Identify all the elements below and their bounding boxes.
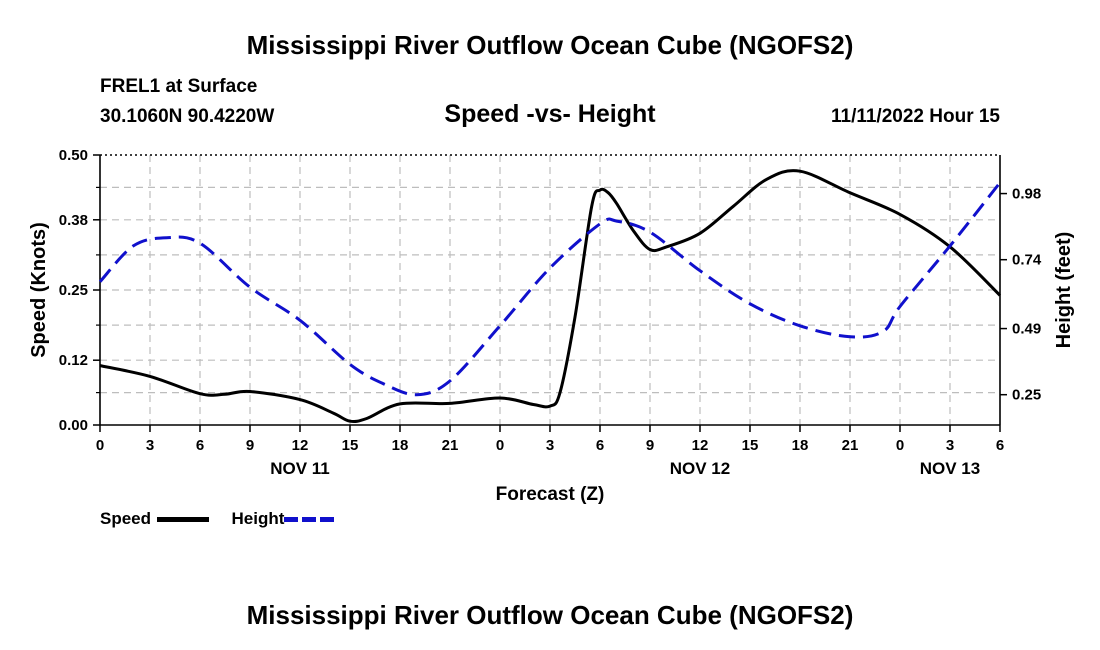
- legend-height-label: Height: [231, 509, 285, 528]
- x-tick-label: 9: [246, 437, 254, 454]
- y2-tick-label: 0.49: [1012, 321, 1041, 338]
- coordinates-label: 30.1060N 90.4220W: [100, 106, 275, 127]
- date-label: NOV 13: [920, 459, 980, 478]
- x-tick-label: 12: [292, 437, 309, 454]
- legend: Speed Height: [100, 509, 337, 529]
- y-tick-label: 0.12: [59, 352, 88, 369]
- series: [98, 169, 1002, 424]
- y-tick-label: 0.00: [59, 417, 88, 434]
- legend-height-swatch: [284, 517, 337, 523]
- y-axis-title-left: Speed (Knots): [28, 222, 50, 358]
- footer-title: Mississippi River Outflow Ocean Cube (NG…: [246, 600, 854, 630]
- station-label: FREL1 at Surface: [100, 76, 258, 97]
- x-tick-label: 0: [96, 437, 104, 454]
- y-axis-title-right: Height (feet): [1053, 232, 1075, 349]
- x-tick-label: 15: [342, 437, 359, 454]
- y-tick-label: 0.25: [59, 282, 88, 299]
- y2-tick-label: 0.98: [1012, 186, 1041, 203]
- x-tick-label: 6: [596, 437, 604, 454]
- y-tick-label: 0.50: [59, 147, 88, 164]
- x-tick-label: 9: [646, 437, 654, 454]
- x-tick-label: 21: [442, 437, 459, 454]
- datetime-label: 11/11/2022 Hour 15: [830, 106, 1000, 127]
- x-tick-label: 3: [946, 437, 954, 454]
- y-tick-label: 0.38: [59, 212, 88, 229]
- speed-series-line: [99, 169, 1002, 424]
- x-tick-label: 0: [896, 437, 904, 454]
- grid: [100, 155, 1000, 425]
- x-tick-label: 3: [546, 437, 554, 454]
- x-tick-label: 0: [496, 437, 504, 454]
- main-title: Mississippi River Outflow Ocean Cube (NG…: [246, 30, 854, 60]
- x-tick-label: 3: [146, 437, 154, 454]
- height-series-line: [98, 181, 1002, 397]
- x-tick-label: 6: [996, 437, 1004, 454]
- x-tick-label: 15: [742, 437, 759, 454]
- y2-tick-label: 0.74: [1012, 252, 1042, 269]
- legend-speed-label: Speed: [100, 509, 152, 528]
- x-tick-label: 21: [842, 437, 859, 454]
- x-tick-label: 6: [196, 437, 204, 454]
- x-tick-label: 12: [692, 437, 709, 454]
- x-tick-label: 18: [792, 437, 809, 454]
- axes: 0 3 6 9 12 15 18 21 0 3 6 9 12 15 18 21 0 3 6 NOV 11 NOV 12 N…: [28, 147, 1075, 505]
- chart-title: Speed -vs- Height: [444, 100, 656, 128]
- x-tick-label: 18: [392, 437, 409, 454]
- y2-tick-label: 0.25: [1012, 387, 1041, 404]
- date-label: NOV 11: [270, 459, 330, 478]
- date-label: NOV 12: [670, 459, 730, 478]
- x-axis-title: Forecast (Z): [496, 484, 605, 505]
- legend-speed-swatch: [157, 517, 210, 523]
